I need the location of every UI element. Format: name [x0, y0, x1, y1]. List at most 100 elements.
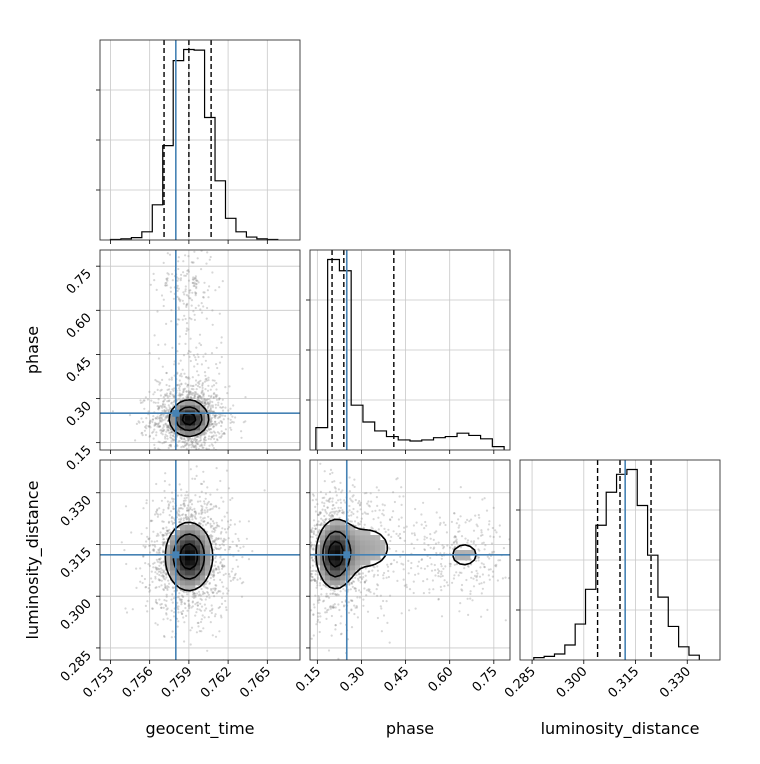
panel-geocent_time-vs-phase-point [189, 395, 192, 398]
panel-phase-vs-luminosity_distance-point [333, 507, 336, 510]
panel-geocent_time-vs-luminosity_distance-point [153, 540, 156, 543]
panel-phase-vs-luminosity_distance-point [348, 583, 351, 586]
panel-geocent_time-vs-phase-point [192, 445, 195, 448]
panel-geocent_time-vs-luminosity_distance-density-cell [180, 560, 186, 566]
panel-phase-vs-luminosity_distance-point [312, 613, 315, 617]
panel-phase-vs-luminosity_distance-point [458, 571, 461, 574]
panel-geocent_time-vs-luminosity_distance-point [190, 626, 194, 629]
panel-phase-vs-luminosity_distance-point [303, 508, 305, 510]
panel-geocent_time-vs-luminosity_distance-point [196, 621, 199, 625]
panel-geocent_time-vs-phase-point [159, 394, 162, 397]
panel-phase-vs-luminosity_distance-point [328, 500, 331, 503]
panel-geocent_time-vs-luminosity_distance-point [156, 540, 159, 543]
panel-geocent_time-vs-luminosity_distance-point [218, 544, 221, 547]
panel-geocent_time-vs-luminosity_distance-point [206, 580, 209, 583]
panel-geocent_time-vs-phase-point [176, 284, 179, 287]
panel-phase-vs-luminosity_distance-point [513, 597, 515, 599]
panel-geocent_time-vs-luminosity_distance-point [212, 587, 215, 590]
panel-geocent_time-vs-phase-point [196, 247, 198, 249]
panel-phase-vs-luminosity_distance-point [469, 518, 473, 521]
panel-geocent_time-vs-phase-point [193, 250, 196, 253]
panel-geocent_time-vs-phase-point [190, 446, 193, 449]
panel-phase-vs-luminosity_distance-point [294, 602, 296, 604]
panel-geocent_time-vs-luminosity_distance-point [149, 520, 152, 523]
panel-phase-vs-luminosity_distance-point [353, 478, 356, 481]
axis-labels: geocent_time phase luminosity_distancephas… [23, 326, 699, 739]
panel-geocent_time-vs-phase-point [178, 385, 181, 388]
panel-geocent_time-vs-phase-point [180, 246, 182, 248]
panel-geocent_time-vs-phase-point [214, 393, 217, 397]
panel-phase-vs-luminosity_distance-point [330, 516, 333, 519]
panel-geocent_time-vs-phase-point [210, 410, 213, 413]
panel-phase-vs-luminosity_distance-point [296, 583, 298, 585]
panel-geocent_time-vs-phase-point [197, 304, 200, 307]
panel-geocent_time-vs-phase-point [157, 405, 160, 408]
panel-phase-vs-luminosity_distance-point [430, 569, 434, 572]
panel-geocent_time-vs-luminosity_distance-point [210, 587, 213, 591]
panel-geocent_time-vs-phase-point [172, 297, 175, 300]
panel-geocent_time-vs-luminosity_distance-point [156, 508, 159, 511]
panel-geocent_time-vs-luminosity_distance-point [203, 509, 206, 512]
panel-phase-vs-luminosity_distance-point [314, 594, 317, 597]
panel-phase-vs-luminosity_distance-point [440, 557, 443, 560]
panel-phase-vs-luminosity_distance-point [310, 609, 313, 612]
panel-geocent_time-vs-phase-point [206, 405, 209, 408]
panel-geocent_time-vs-luminosity_distance-point [201, 509, 204, 512]
panel-geocent_time-vs-phase-point [203, 443, 206, 447]
panel-geocent_time-vs-luminosity_distance-density-cell [185, 570, 191, 576]
panel-geocent_time-vs-phase-point [184, 285, 187, 288]
panel-phase-vs-luminosity_distance-point [325, 617, 328, 621]
panel-phase-vs-luminosity_distance-point [312, 531, 315, 534]
panel-geocent_time-vs-luminosity_distance-point [155, 551, 158, 554]
panel-geocent_time-vs-phase-point [159, 425, 162, 428]
panel-phase-vs-luminosity_distance-point [317, 523, 320, 527]
panel-geocent_time-vs-luminosity_distance-point [171, 497, 174, 500]
panel-phase-vs-luminosity_distance-point [476, 572, 479, 575]
panel-geocent_time-vs-luminosity_distance-point [210, 573, 213, 576]
panel-geocent_time-vs-phase-point [206, 430, 209, 433]
panel-phase-vs-luminosity_distance-point [366, 512, 370, 516]
panel-geocent_time-vs-phase-point [169, 445, 173, 448]
panel-geocent_time-vs-phase-point [164, 435, 167, 438]
panel-phase-vs-luminosity_distance-point [320, 587, 323, 591]
panel-phase-vs-luminosity_distance-point [354, 587, 357, 590]
panel-geocent_time-vs-luminosity_distance-point [218, 605, 221, 609]
panel-geocent_time-vs-phase-point [180, 437, 183, 440]
panel-phase-vs-luminosity_distance-point [376, 616, 379, 620]
panel-geocent_time-vs-phase-point [154, 421, 157, 424]
panel-phase-vs-luminosity_distance-point [477, 537, 480, 540]
panel-geocent_time-vs-phase-point [219, 420, 222, 423]
panel-geocent_time-vs-phase-point [173, 400, 176, 403]
panel-geocent_time-vs-phase-point [226, 392, 229, 395]
panel-phase-vs-luminosity_distance-point [327, 596, 331, 599]
panel-phase-vs-luminosity_distance-point [324, 518, 327, 521]
panel-phase-vs-luminosity_distance-point [414, 573, 417, 576]
panel-geocent_time-vs-luminosity_distance-point [130, 531, 133, 534]
panel-geocent_time-vs-phase-point [178, 300, 182, 303]
panel-geocent_time-vs-luminosity_distance-density-cell [185, 575, 191, 581]
panel-geocent_time-vs-phase-point [164, 343, 167, 346]
panel-geocent_time-vs-luminosity_distance-point [242, 581, 245, 584]
panel-geocent_time-vs-luminosity_distance-point [167, 506, 170, 509]
panel-phase-vs-luminosity_distance-point [313, 524, 316, 527]
panel-geocent_time-vs-phase-density-cell [200, 425, 206, 431]
panel-geocent_time-vs-luminosity_distance-point [187, 509, 190, 512]
panel-phase-vs-luminosity_distance-point [347, 601, 350, 604]
panel-geocent_time-vs-luminosity_distance-point [228, 526, 231, 529]
panel-geocent_time-vs-phase-point [153, 423, 156, 426]
panel-geocent_time-vs-luminosity_distance-point [214, 613, 217, 616]
panel-geocent_time-vs-phase-point [202, 446, 205, 449]
panel-phase-vs-luminosity_distance-point [335, 501, 338, 504]
panel-geocent_time-vs-luminosity_distance-point [157, 513, 160, 516]
panel-geocent_time-vs-phase-point [178, 379, 181, 382]
ytick-label-phase-0: 0.15 [64, 443, 95, 474]
panel-phase-vs-luminosity_distance-point [331, 497, 334, 500]
panel-phase-vs-luminosity_distance-point [470, 571, 473, 574]
panel-phase-vs-luminosity_distance-point [379, 521, 382, 524]
panel-phase-vs-luminosity_distance-point [402, 495, 405, 498]
panel-geocent_time-vs-phase-point [187, 444, 191, 447]
panel-geocent_time-vs-luminosity_distance-density-cell [170, 575, 176, 581]
panel-geocent_time-vs-luminosity_distance-point [232, 576, 235, 579]
panel-phase-vs-luminosity_distance-point [312, 530, 316, 533]
panel-phase-vs-luminosity_distance-point [307, 601, 309, 603]
